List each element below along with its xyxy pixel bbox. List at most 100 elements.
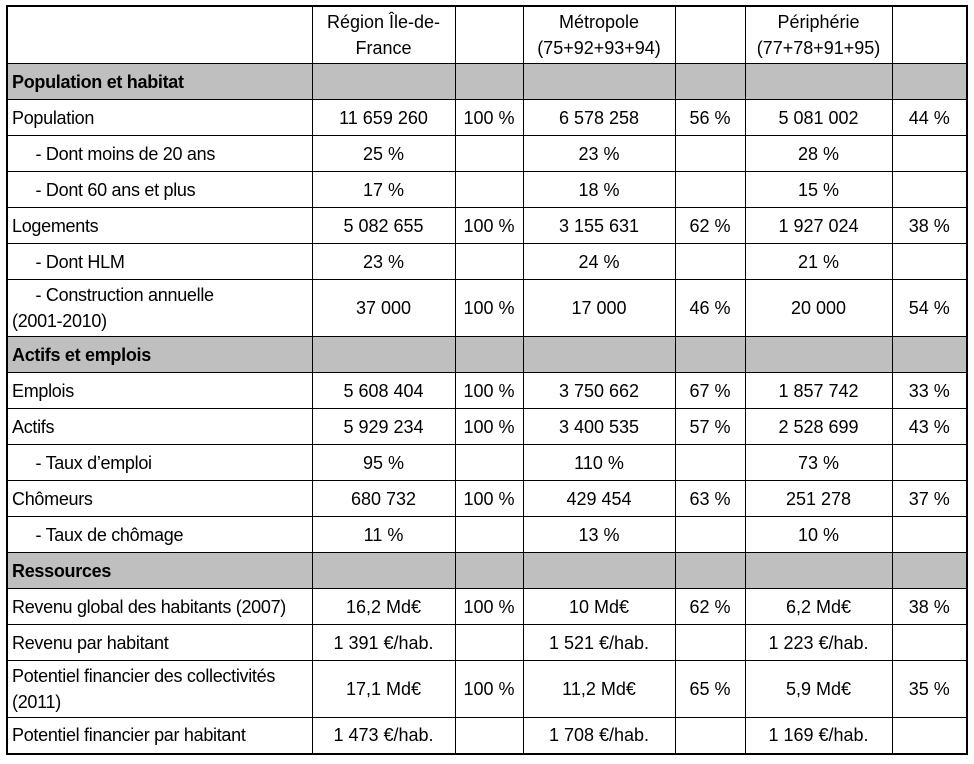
value-cell: 54 % — [891, 279, 968, 337]
value-cell: 65 % — [674, 660, 746, 718]
value-cell: 1 927 024 — [744, 207, 893, 244]
value-cell: 5 929 234 — [311, 408, 456, 445]
value-cell — [674, 717, 746, 754]
table-row: Revenu global des habitants (2007) 16,2 M… — [6, 588, 968, 625]
value-cell: 11,2 Md€ — [522, 660, 676, 718]
header-region-pct — [454, 5, 524, 64]
header-metropole: Métropole (75+92+93+94) — [522, 5, 676, 64]
row-label: Revenu par habitant — [6, 624, 313, 661]
value-cell: 17 000 — [522, 279, 676, 337]
value-cell: 37 000 — [311, 279, 456, 337]
value-cell: 10 % — [744, 516, 893, 553]
value-cell: 110 % — [522, 444, 676, 481]
header-region: Région Île-de- France — [311, 5, 456, 64]
value-cell: 5 608 404 — [311, 372, 456, 409]
section-empty-cell — [454, 552, 524, 589]
section-row: Population et habitat — [6, 63, 968, 100]
value-cell: 6 578 258 — [522, 99, 676, 136]
table-row: - Dont HLM 23 % 24 % 21 % — [6, 243, 968, 280]
value-cell: 3 750 662 — [522, 372, 676, 409]
row-label: Chômeurs — [6, 480, 313, 517]
table-row: - Taux d’emploi 95 % 110 % 73 % — [6, 444, 968, 481]
value-cell: 11 659 260 — [311, 99, 456, 136]
row-label: - Dont HLM — [6, 243, 313, 280]
table-row: Population 11 659 260 100 % 6 578 258 56 % 5 … — [6, 99, 968, 136]
table-row: Chômeurs 680 732 100 % 429 454 63 % 251 278 37… — [6, 480, 968, 517]
value-cell: 57 % — [674, 408, 746, 445]
value-cell: 17 % — [311, 171, 456, 208]
table-row: Potentiel financier des collectivités (2… — [6, 660, 968, 718]
value-cell: 23 % — [311, 243, 456, 280]
row-label: Potentiel financier des collectivités (2… — [6, 660, 313, 718]
table-row: Revenu par habitant 1 391 €/hab. 1 521 €/h… — [6, 624, 968, 661]
section-empty-cell — [891, 336, 968, 373]
value-cell: 38 % — [891, 207, 968, 244]
table-row: - Dont moins de 20 ans 25 % 23 % 28 % — [6, 135, 968, 172]
header-row: Région Île-de- France Métropole (75+92+9… — [6, 5, 968, 64]
value-cell: 1 708 €/hab. — [522, 717, 676, 754]
value-cell: 2 528 699 — [744, 408, 893, 445]
value-cell: 1 521 €/hab. — [522, 624, 676, 661]
value-cell: 100 % — [454, 408, 524, 445]
value-cell — [454, 624, 524, 661]
value-cell: 63 % — [674, 480, 746, 517]
value-cell: 11 % — [311, 516, 456, 553]
row-label: Logements — [6, 207, 313, 244]
section-empty-cell — [891, 552, 968, 589]
value-cell: 1 223 €/hab. — [744, 624, 893, 661]
section-empty-cell — [744, 552, 893, 589]
value-cell: 35 % — [891, 660, 968, 718]
value-cell: 33 % — [891, 372, 968, 409]
value-cell — [891, 516, 968, 553]
value-cell — [891, 135, 968, 172]
value-cell: 100 % — [454, 480, 524, 517]
table-row: Potentiel financier par habitant 1 473 €/… — [6, 717, 968, 754]
header-metropole-pct — [674, 5, 746, 64]
value-cell — [674, 624, 746, 661]
statistics-table: Région Île-de- France Métropole (75+92+9… — [6, 5, 968, 755]
value-cell: 5 081 002 — [744, 99, 893, 136]
section-title: Population et habitat — [6, 63, 313, 100]
value-cell: 23 % — [522, 135, 676, 172]
value-cell: 18 % — [522, 171, 676, 208]
section-empty-cell — [891, 63, 968, 100]
value-cell: 1 169 €/hab. — [744, 717, 893, 754]
row-label: - Construction annuelle (2001-2010) — [6, 279, 313, 337]
value-cell — [674, 135, 746, 172]
value-cell: 20 000 — [744, 279, 893, 337]
value-cell — [891, 717, 968, 754]
value-cell: 13 % — [522, 516, 676, 553]
value-cell: 16,2 Md€ — [311, 588, 456, 625]
header-peripherie: Périphérie (77+78+91+95) — [744, 5, 893, 64]
value-cell: 25 % — [311, 135, 456, 172]
section-empty-cell — [311, 552, 456, 589]
value-cell: 67 % — [674, 372, 746, 409]
value-cell — [891, 171, 968, 208]
section-empty-cell — [311, 63, 456, 100]
section-empty-cell — [744, 63, 893, 100]
section-empty-cell — [522, 336, 676, 373]
value-cell: 43 % — [891, 408, 968, 445]
row-label: - Dont 60 ans et plus — [6, 171, 313, 208]
value-cell: 680 732 — [311, 480, 456, 517]
value-cell: 46 % — [674, 279, 746, 337]
table-row: Emplois 5 608 404 100 % 3 750 662 67 % 1 857 … — [6, 372, 968, 409]
row-label: Population — [6, 99, 313, 136]
value-cell — [891, 243, 968, 280]
value-cell: 100 % — [454, 588, 524, 625]
section-title: Actifs et emplois — [6, 336, 313, 373]
value-cell — [674, 516, 746, 553]
value-cell: 17,1 Md€ — [311, 660, 456, 718]
value-cell: 95 % — [311, 444, 456, 481]
value-cell: 5 082 655 — [311, 207, 456, 244]
value-cell: 10 Md€ — [522, 588, 676, 625]
value-cell: 28 % — [744, 135, 893, 172]
value-cell — [891, 444, 968, 481]
section-title: Ressources — [6, 552, 313, 589]
value-cell — [674, 243, 746, 280]
value-cell: 429 454 — [522, 480, 676, 517]
value-cell: 100 % — [454, 372, 524, 409]
table-body: Population et habitat Population 11 659 26… — [6, 63, 968, 754]
header-empty-cell — [6, 5, 313, 64]
